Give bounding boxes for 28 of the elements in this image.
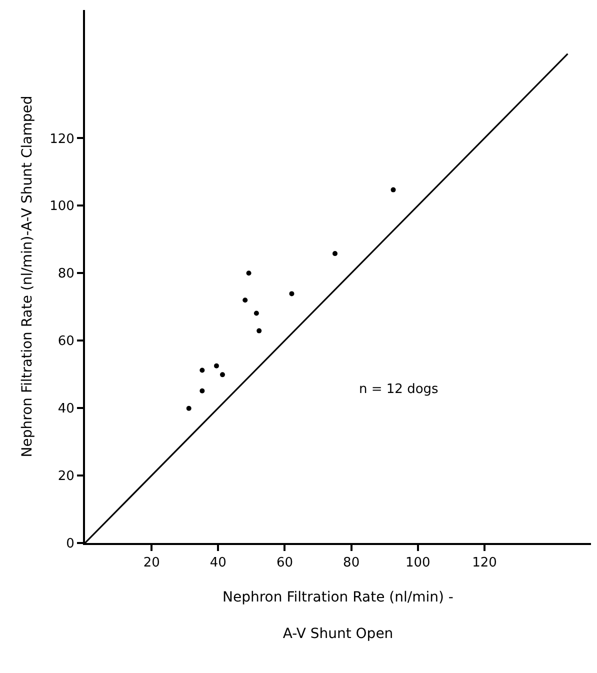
text: Nephron Filtration Rate (nl/min) - A-V Shunt Open [222,589,454,642]
point [214,363,219,368]
y-axis-title: Nephron Filtration Rate (nl/min)-A-V Shunt Clamped [20,96,36,458]
point [246,270,252,276]
y-tick-label: 60 [58,334,74,350]
point [289,291,294,296]
y-tick-label: 100 [50,199,74,214]
x-tick-label: 20 [143,556,160,571]
point [200,368,205,373]
x-tick-label: 60 [276,556,294,571]
y-tick-label: 40 [58,402,74,417]
point [254,310,259,316]
y-tick-label: 20 [58,469,74,484]
x-tick-label: 40 [210,556,226,571]
x-tick-label: 100 [405,556,430,571]
point [390,187,396,192]
y-tick-label: 0 [66,536,74,552]
x-tick-label: 80 [343,556,360,571]
point [220,372,225,378]
point [186,406,192,411]
annotation: n = 12 dogs [359,382,439,397]
point [256,328,262,334]
point [242,298,248,303]
y-tick-label: 80 [58,266,74,282]
point [200,388,205,394]
x-tick-label: 120 [472,556,497,571]
y-tick-label: 120 [50,132,74,147]
point [332,251,338,256]
